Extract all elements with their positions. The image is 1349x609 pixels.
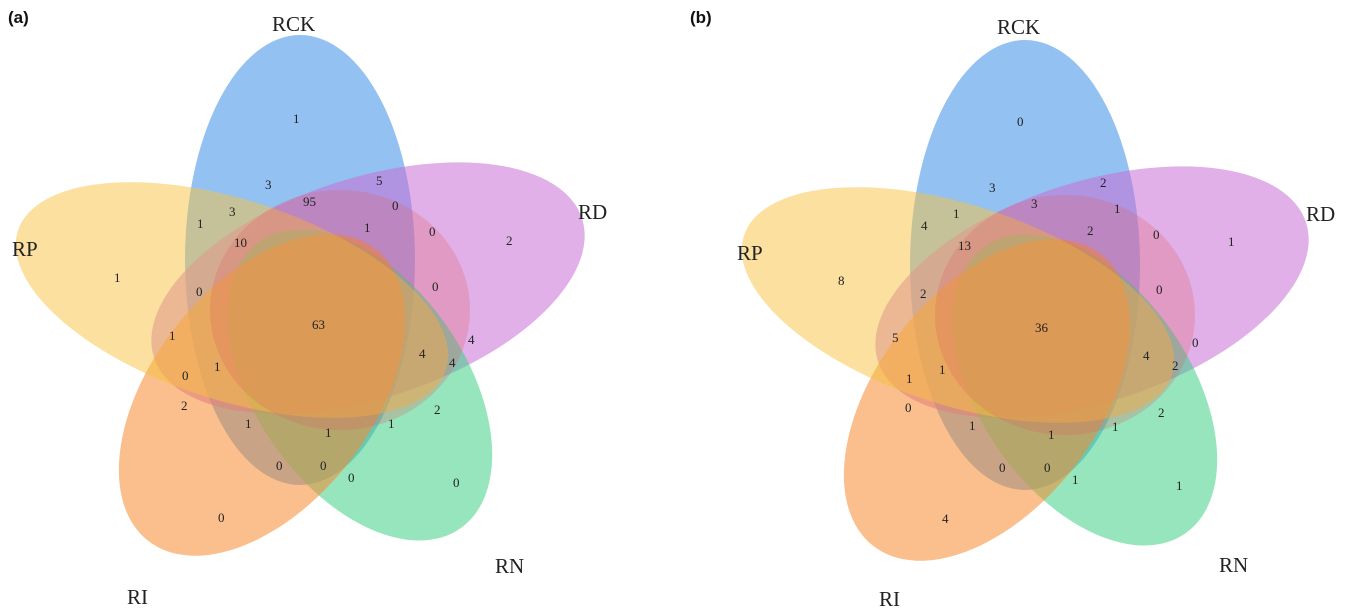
count-region: 0: [348, 470, 355, 485]
count-region: 2: [1100, 175, 1107, 190]
count-region: 3: [1031, 196, 1038, 211]
count-region: 10: [234, 235, 247, 250]
count-region: 1: [969, 418, 976, 433]
count-core: 36: [1035, 320, 1049, 335]
count-region: 1: [939, 362, 946, 377]
count-region: 4: [1143, 348, 1150, 363]
set-label-rp: RP: [12, 237, 38, 261]
set-label-rp: RP: [737, 241, 763, 265]
count-region: 0: [432, 279, 439, 294]
count-region: 0: [999, 460, 1006, 475]
count-only-rck: 1: [293, 111, 300, 126]
count-only-ri: 4: [942, 511, 949, 526]
count-region: 3: [989, 180, 996, 195]
count-only-ri: 0: [218, 510, 225, 525]
count-region: 0: [276, 458, 283, 473]
count-region: 4: [419, 346, 426, 361]
ellipses-b: [741, 40, 1309, 561]
count-only-rn: 1: [1176, 478, 1183, 493]
ellipses-a: [15, 35, 585, 556]
panel-a-letter: (a): [8, 8, 29, 27]
set-label-rd: RD: [1306, 202, 1335, 226]
count-region: 0: [1156, 282, 1163, 297]
count-region: 1: [214, 359, 221, 374]
count-only-rck: 0: [1017, 114, 1024, 129]
count-only-rp: 8: [838, 273, 845, 288]
count-region: 1: [906, 371, 913, 386]
inner-rd-band: [935, 195, 1195, 435]
count-region: 2: [181, 398, 188, 413]
count-region: 2: [1087, 223, 1094, 238]
count-only-rn: 0: [453, 475, 460, 490]
count-only-rd: 2: [506, 233, 513, 248]
count-only-rd: 1: [1228, 234, 1235, 249]
count-region: 2: [434, 402, 441, 417]
count-region: 1: [1114, 201, 1121, 216]
count-region: 2: [1158, 405, 1165, 420]
set-label-ri: RI: [879, 587, 900, 609]
set-label-rn: RN: [1219, 553, 1248, 577]
count-region: 2: [1172, 358, 1179, 373]
set-label-rd: RD: [578, 200, 607, 224]
count-region: 5: [892, 330, 899, 345]
count-region: 4: [921, 218, 928, 233]
count-region: 1: [364, 220, 371, 235]
count-only-rp: 1: [114, 270, 121, 285]
region-counts-b: 0 3 2 3 1 4 1 13 2 0 1 8 2 0 36 5 0 4 2 …: [838, 114, 1235, 526]
count-region: 0: [196, 284, 203, 299]
count-region: 13: [958, 238, 971, 253]
count-region: 0: [320, 458, 327, 473]
count-region: 0: [429, 224, 436, 239]
count-region: 0: [392, 198, 399, 213]
panel-b-letter: (b): [690, 8, 712, 27]
count-region: 1: [197, 216, 204, 231]
count-region: 4: [468, 332, 475, 347]
count-region: 1: [325, 425, 332, 440]
count-region: 5: [376, 173, 383, 188]
count-region: 1: [953, 206, 960, 221]
count-region: 0: [182, 368, 189, 383]
count-region: 3: [265, 177, 272, 192]
count-region: 0: [1153, 227, 1160, 242]
count-region: 1: [245, 416, 252, 431]
set-label-rck: RCK: [272, 12, 315, 36]
count-region: 1: [1072, 472, 1079, 487]
count-region: 0: [1044, 460, 1051, 475]
count-region: 2: [920, 286, 927, 301]
set-label-rck: RCK: [997, 15, 1040, 39]
count-region: 1: [169, 328, 176, 343]
venn-panel-b: RCK RD RP RN RI 0 3 2 3 1 4 1 13 2 0 1 8…: [737, 15, 1335, 609]
set-label-ri: RI: [127, 585, 148, 609]
count-region: 0: [905, 400, 912, 415]
count-region: 1: [1048, 427, 1055, 442]
region-counts-a: 1 3 5 95 0 1 3 10 1 0 2 1 0 0 63 1 4 4 4…: [114, 111, 513, 525]
count-region: 95: [303, 194, 316, 209]
count-region: 0: [1192, 335, 1199, 350]
count-core: 63: [312, 317, 325, 332]
venn-panel-a: RCK RD RP RN RI 1 3 5 95 0 1 3 10 1 0 2 …: [12, 12, 607, 609]
count-region: 4: [449, 355, 456, 370]
count-region: 1: [1112, 419, 1119, 434]
count-region: 3: [229, 204, 236, 219]
count-region: 1: [388, 416, 395, 431]
set-label-rn: RN: [495, 554, 524, 578]
inner-rd-band: [210, 190, 470, 430]
